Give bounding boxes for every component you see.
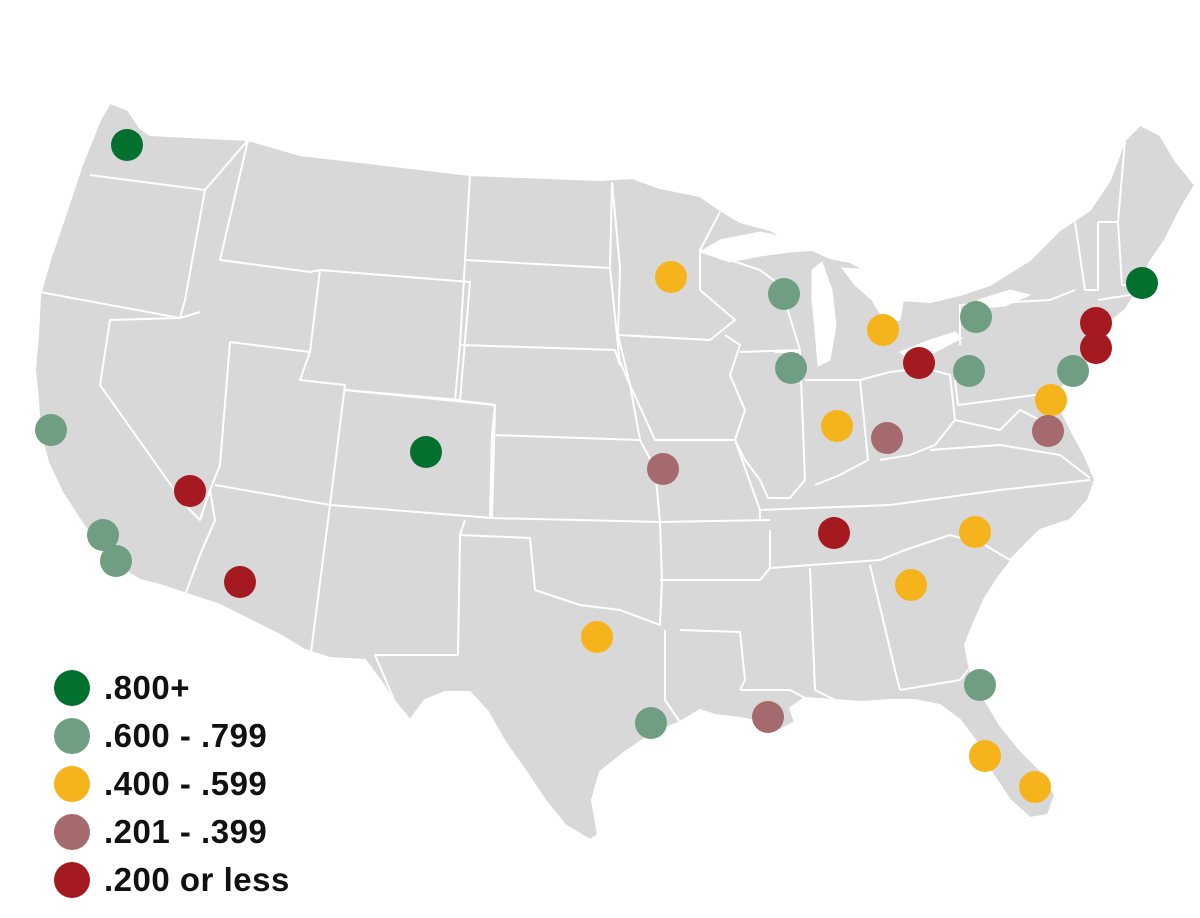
map-marker: [111, 129, 143, 161]
map-marker: [100, 545, 132, 577]
legend: .800+ .600 - .799 .400 - .599 .201 - .39…: [54, 664, 290, 904]
state-borders: [39, 139, 1136, 723]
map-marker: [1032, 415, 1064, 447]
map-marker: [959, 516, 991, 548]
map-marker: [871, 422, 903, 454]
map-marker: [224, 566, 256, 598]
lake-michigan: [811, 261, 837, 367]
legend-dot-icon: [54, 766, 90, 802]
legend-dot-icon: [54, 814, 90, 850]
map-marker: [1057, 355, 1089, 387]
map-marker: [953, 355, 985, 387]
map-marker: [903, 347, 935, 379]
lake-superior: [698, 231, 822, 263]
legend-label: .400 - .599: [104, 765, 268, 802]
legend-item: .800+: [54, 664, 290, 712]
map-marker: [960, 301, 992, 333]
legend-label: .201 - .399: [104, 813, 268, 850]
map-marker: [410, 436, 442, 468]
legend-item: .600 - .799: [54, 712, 290, 760]
legend-item: .201 - .399: [54, 808, 290, 856]
map-marker: [647, 453, 679, 485]
map-marker: [174, 475, 206, 507]
map-marker: [775, 352, 807, 384]
map-marker: [969, 740, 1001, 772]
legend-item: .400 - .599: [54, 760, 290, 808]
map-marker: [818, 517, 850, 549]
map-marker: [964, 669, 996, 701]
map-marker: [581, 621, 613, 653]
map-marker: [1126, 267, 1158, 299]
map-marker: [87, 519, 119, 551]
legend-label: .200 or less: [104, 861, 290, 898]
marker-layer: [35, 129, 1158, 803]
map-marker: [768, 278, 800, 310]
map-marker: [1019, 771, 1051, 803]
map-marker: [1035, 384, 1067, 416]
map-marker: [1080, 332, 1112, 364]
map-marker: [35, 414, 67, 446]
map-marker: [1080, 307, 1112, 339]
us-landmass: [33, 101, 1197, 842]
legend-dot-icon: [54, 670, 90, 706]
legend-item: .200 or less: [54, 856, 290, 904]
map-marker: [895, 569, 927, 601]
legend-dot-icon: [54, 862, 90, 898]
legend-label: .600 - .799: [104, 717, 268, 754]
map-marker: [635, 707, 667, 739]
legend-dot-icon: [54, 718, 90, 754]
legend-label: .800+: [104, 669, 190, 706]
map-marker: [752, 701, 784, 733]
map-marker: [867, 314, 899, 346]
map-marker: [655, 261, 687, 293]
map-marker: [821, 410, 853, 442]
